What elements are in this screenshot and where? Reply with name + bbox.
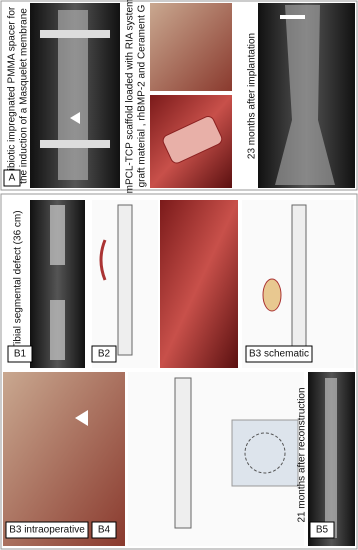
photo-b2 <box>160 200 238 368</box>
caption: Tibial segmental defect (36 cm) <box>13 210 24 349</box>
label-box <box>309 521 335 539</box>
bone <box>325 378 337 538</box>
bone <box>50 205 65 265</box>
panel-label: B5 <box>316 525 329 536</box>
scaffold <box>162 116 223 164</box>
photo-scaffold-loading <box>150 3 232 91</box>
caption: 23 months after implantation <box>247 33 258 159</box>
graft-drawing <box>262 278 282 312</box>
caption: the induction of a Masquelet membrane <box>19 8 30 184</box>
panel-label: B1 <box>14 349 27 360</box>
caption: mPCL-TCP scaffold loaded with RIA system <box>125 0 136 193</box>
label-box <box>245 345 313 363</box>
scaffold-section <box>244 432 286 474</box>
caption: Antibiotic impregnated PMMA spacer for <box>7 6 18 185</box>
marker <box>280 15 305 19</box>
arrowhead <box>75 410 88 426</box>
fixator <box>40 140 110 148</box>
bone <box>50 300 65 360</box>
panel-label: B2 <box>98 349 111 360</box>
bone-drawing <box>117 204 133 356</box>
arrowhead <box>70 112 80 124</box>
label-box <box>91 345 117 363</box>
caption: 21 months after reconstruction <box>297 387 308 522</box>
bone <box>58 10 88 180</box>
bone-drawing <box>174 377 192 529</box>
bone <box>275 5 335 185</box>
photo-b3-intraop <box>3 372 125 546</box>
caption: graft material , rhBMP-2 and Cerament G <box>137 4 148 187</box>
panel-label: B3 intraoperative <box>9 525 85 536</box>
panel-label: A <box>9 173 16 184</box>
bone-drawing <box>291 204 307 356</box>
panel-label: B4 <box>98 525 111 536</box>
panel-label: B3 schematic <box>249 349 309 360</box>
label-box <box>3 169 21 187</box>
label-box <box>91 521 117 539</box>
fixator <box>40 30 110 38</box>
label-box <box>7 345 33 363</box>
inset <box>231 419 299 487</box>
flap-drawing <box>99 239 107 281</box>
label-box <box>5 521 89 539</box>
labels: B1 B2 B3 schematic B3 intraoperative B4 … <box>5 345 335 539</box>
